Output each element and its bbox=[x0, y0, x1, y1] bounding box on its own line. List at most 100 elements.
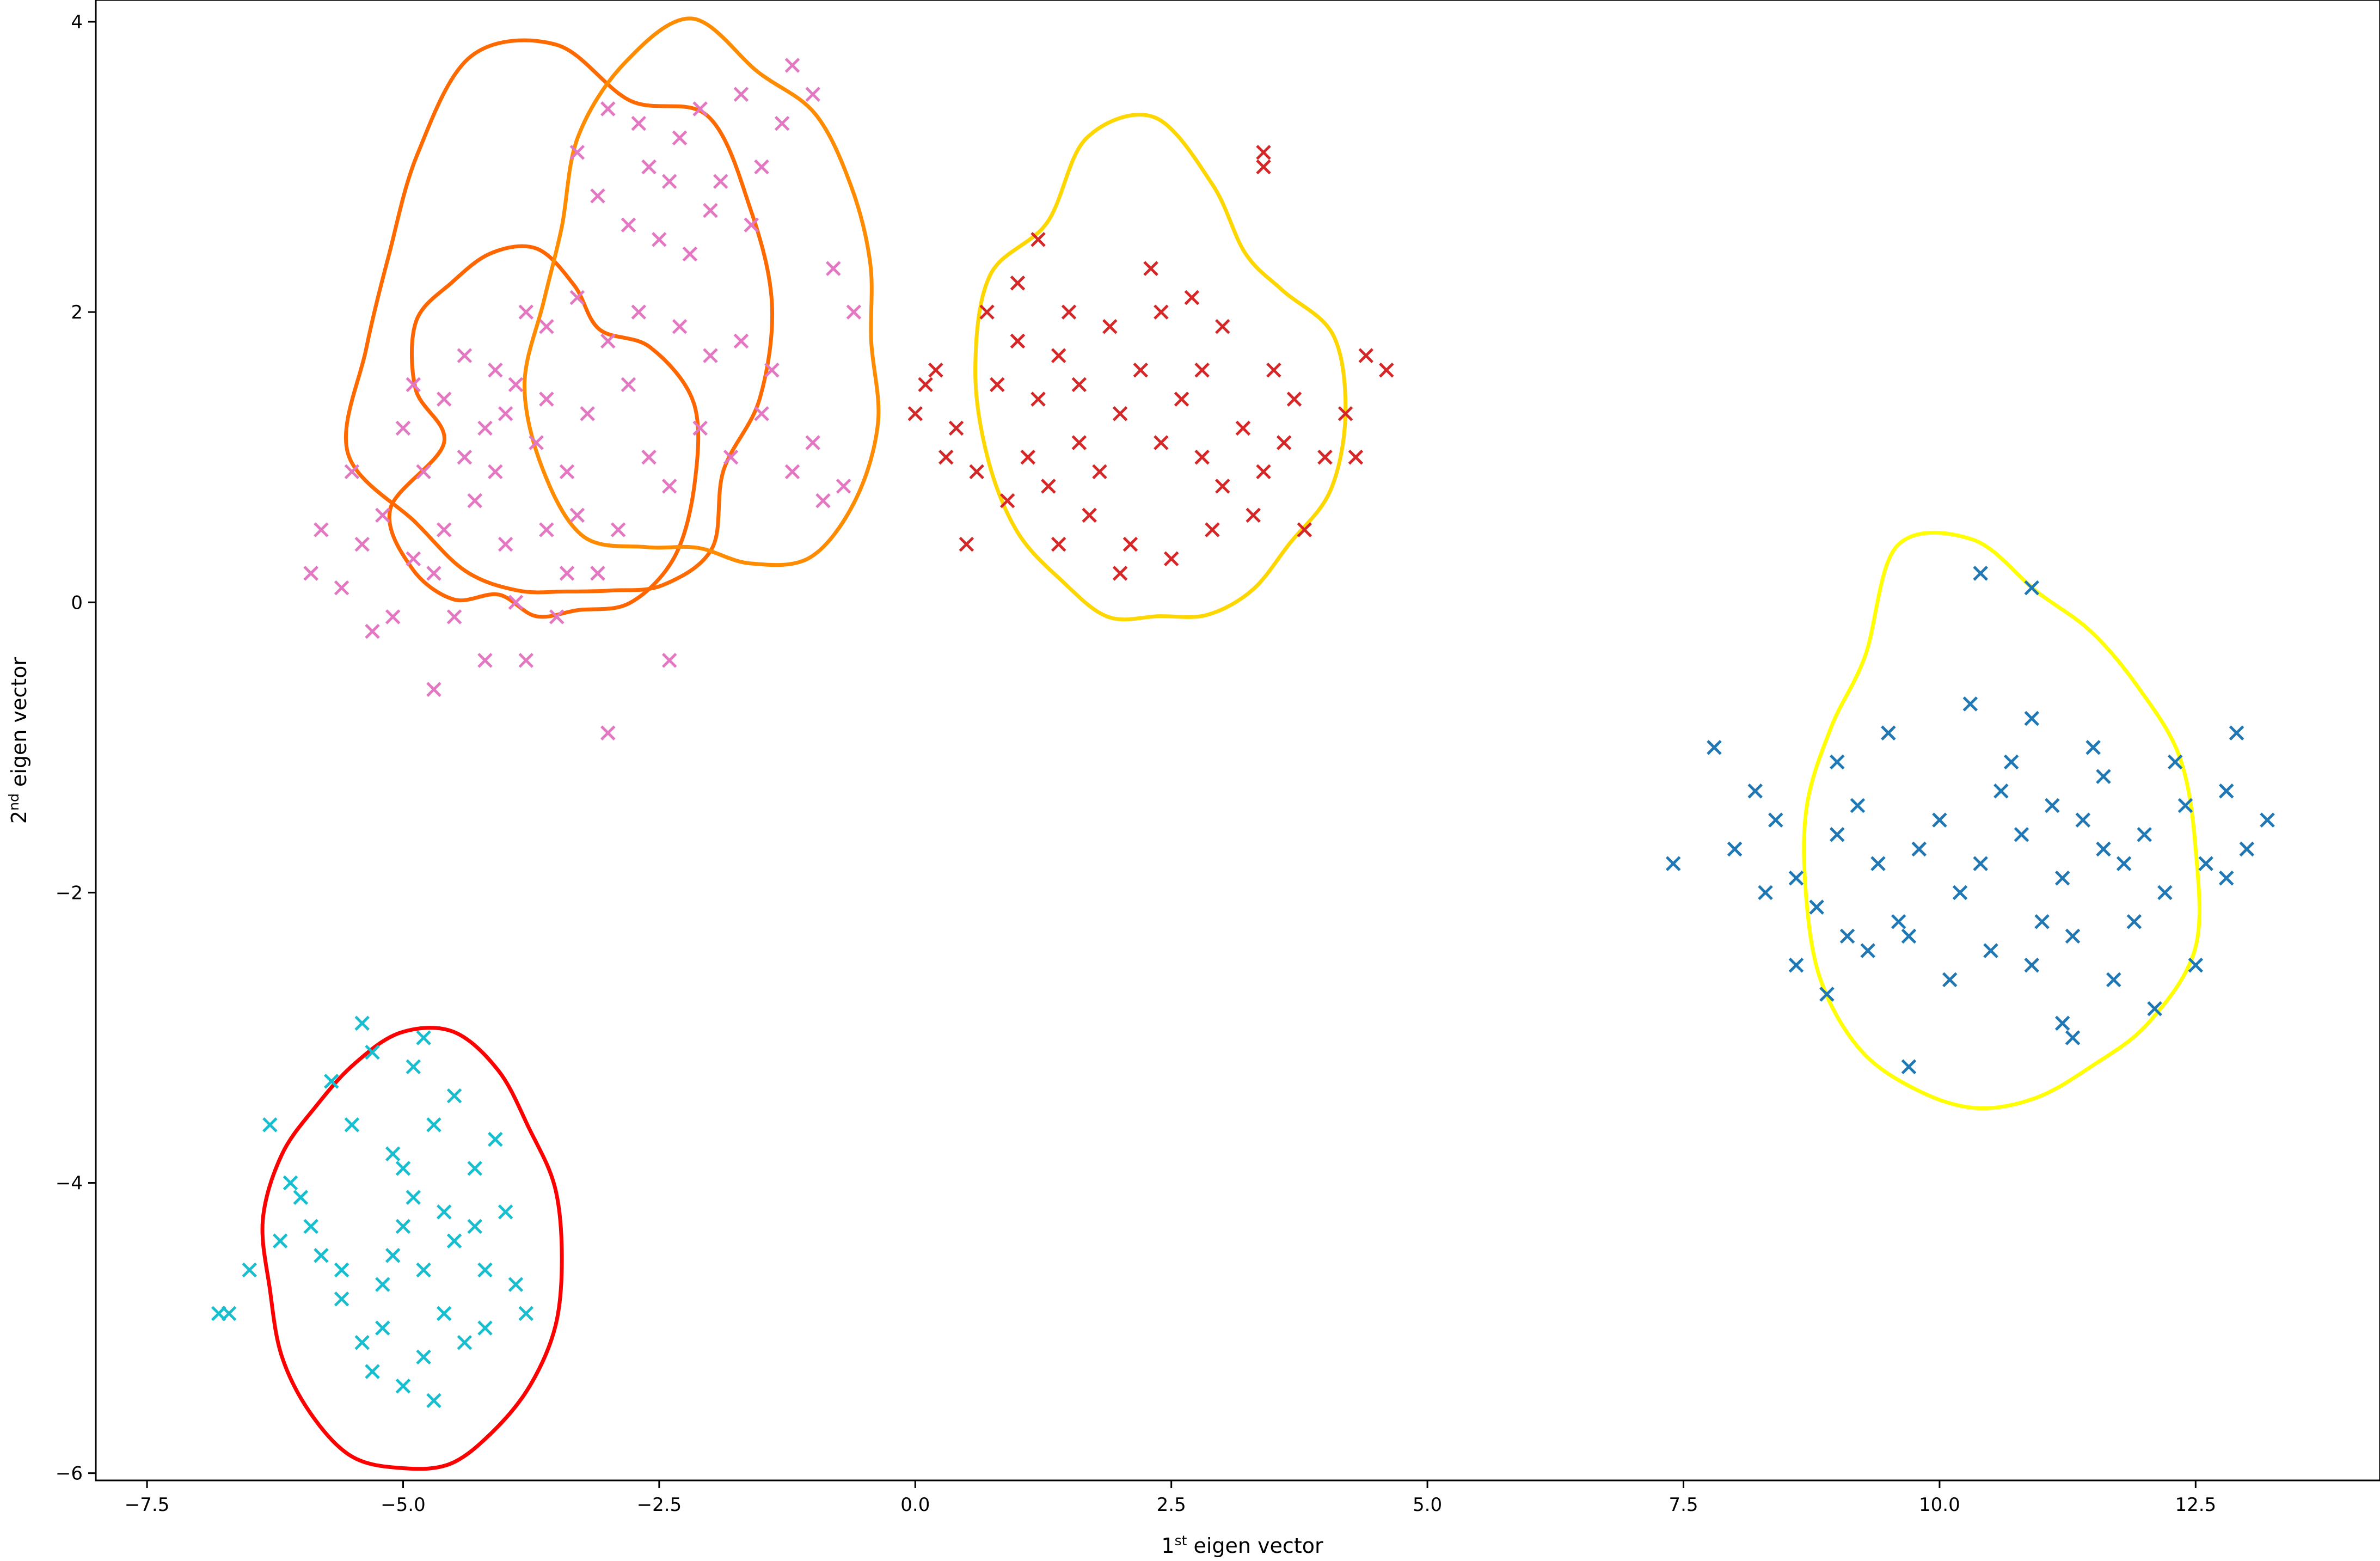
data-point-c1-17 bbox=[446, 609, 462, 625]
data-point-c1-33 bbox=[815, 493, 831, 509]
cluster-contour-2 bbox=[343, 38, 774, 595]
data-point-c1-70 bbox=[303, 566, 318, 581]
data-point-c4-14 bbox=[498, 1204, 513, 1220]
data-point-c4-12 bbox=[457, 1334, 473, 1350]
data-point-c3-56 bbox=[1758, 885, 1773, 901]
data-point-c2-52 bbox=[1194, 362, 1210, 378]
data-point-c2-29 bbox=[1122, 536, 1138, 552]
data-point-c3-38 bbox=[2106, 972, 2121, 988]
data-point-c3-54 bbox=[2126, 914, 2142, 929]
data-point-c1-79 bbox=[488, 362, 503, 378]
data-point-c1-59 bbox=[733, 87, 749, 102]
data-point-c2-47 bbox=[1112, 566, 1128, 581]
data-point-c1-55 bbox=[754, 159, 769, 175]
data-point-c3-55 bbox=[2218, 870, 2234, 886]
data-point-c3-28 bbox=[2239, 841, 2255, 857]
data-point-c4-28 bbox=[334, 1262, 349, 1278]
data-point-c1-52 bbox=[672, 130, 688, 146]
data-point-c3-16 bbox=[1993, 783, 2009, 799]
cluster-contour-4 bbox=[973, 113, 1348, 622]
data-point-c1-67 bbox=[457, 348, 473, 363]
data-point-c4-29 bbox=[365, 1364, 380, 1379]
data-point-c1-43 bbox=[518, 304, 534, 320]
data-point-c1-51 bbox=[641, 159, 657, 175]
data-point-c1-50 bbox=[569, 145, 585, 160]
data-point-c2-5 bbox=[990, 377, 1005, 393]
data-point-c3-32 bbox=[1860, 943, 1875, 958]
data-point-c2-39 bbox=[1266, 362, 1281, 378]
data-point-c4-38 bbox=[354, 1015, 370, 1031]
data-point-c1-18 bbox=[426, 566, 441, 581]
data-point-c1-4 bbox=[488, 464, 503, 480]
y-tick-label: 2 bbox=[71, 302, 83, 323]
data-point-c1-16 bbox=[365, 623, 380, 639]
data-point-c3-9 bbox=[1850, 798, 1866, 813]
data-point-c1-40 bbox=[600, 333, 616, 349]
data-point-c4-44 bbox=[436, 1204, 452, 1220]
data-point-c4-18 bbox=[385, 1146, 401, 1161]
data-point-c1-39 bbox=[631, 304, 647, 320]
data-point-c1-36 bbox=[733, 333, 749, 349]
data-point-c2-38 bbox=[1215, 319, 1230, 334]
data-point-c4-21 bbox=[365, 1044, 380, 1060]
data-point-c1-22 bbox=[590, 566, 605, 581]
data-point-c1-10 bbox=[395, 420, 411, 436]
data-point-c4-3 bbox=[272, 1233, 288, 1248]
data-point-c2-9 bbox=[1071, 435, 1087, 450]
data-point-c3-22 bbox=[2116, 856, 2132, 871]
data-point-c3-42 bbox=[1881, 725, 1896, 740]
cluster-contours bbox=[260, 16, 2201, 1471]
data-point-c2-13 bbox=[1154, 304, 1169, 320]
data-point-c2-23 bbox=[1358, 348, 1373, 363]
data-point-c2-8 bbox=[1051, 348, 1066, 363]
data-point-c4-43 bbox=[385, 1248, 401, 1263]
data-point-c2-17 bbox=[1235, 420, 1251, 436]
x-tick-label: 12.5 bbox=[2175, 1494, 2216, 1516]
data-point-c1-57 bbox=[805, 87, 820, 102]
data-point-c2-6 bbox=[1010, 333, 1026, 349]
data-point-c2-32 bbox=[1246, 507, 1261, 523]
data-point-c3-26 bbox=[2198, 856, 2213, 871]
data-point-c2-45 bbox=[1071, 377, 1087, 393]
data-point-c4-17 bbox=[426, 1117, 441, 1133]
data-point-c3-35 bbox=[1983, 943, 1998, 958]
data-point-c2-46 bbox=[1154, 435, 1169, 450]
data-point-c3-36 bbox=[2024, 957, 2040, 973]
data-point-c1-13 bbox=[354, 536, 370, 552]
data-point-c2-15 bbox=[1194, 449, 1210, 465]
data-point-c4-33 bbox=[375, 1320, 390, 1336]
data-point-c3-49 bbox=[2024, 580, 2040, 596]
data-point-c3-1 bbox=[1665, 856, 1681, 871]
data-point-c3-6 bbox=[1788, 870, 1804, 886]
data-point-c3-37 bbox=[2065, 928, 2081, 944]
data-point-c1-76 bbox=[508, 595, 524, 610]
data-point-c4-15 bbox=[508, 1277, 524, 1292]
data-point-c3-57 bbox=[1839, 928, 1855, 944]
data-point-c3-39 bbox=[2147, 1001, 2162, 1017]
data-point-c3-7 bbox=[1809, 899, 1824, 915]
data-point-c1-60 bbox=[692, 101, 708, 117]
data-point-c4-22 bbox=[406, 1059, 421, 1075]
data-point-c1-62 bbox=[600, 101, 616, 117]
data-point-c4-6 bbox=[334, 1291, 349, 1307]
x-tick-label: −7.5 bbox=[125, 1494, 170, 1516]
data-point-c1-20 bbox=[569, 507, 585, 523]
data-point-c3-53 bbox=[2003, 754, 2019, 770]
data-point-c2-49 bbox=[918, 377, 933, 393]
data-point-c4-27 bbox=[303, 1219, 318, 1234]
data-point-c1-73 bbox=[600, 725, 616, 740]
data-point-c4-9 bbox=[395, 1219, 411, 1234]
data-point-c1-3 bbox=[457, 449, 473, 465]
data-point-c1-78 bbox=[436, 522, 452, 537]
data-point-c4-40 bbox=[477, 1320, 493, 1336]
data-point-c4-10 bbox=[416, 1262, 431, 1278]
y-axis-label: 2nd eigen vector bbox=[6, 657, 31, 824]
data-point-c1-28 bbox=[661, 479, 677, 494]
data-point-c3-8 bbox=[1829, 827, 1845, 842]
data-point-c1-68 bbox=[406, 377, 421, 393]
data-point-c1-35 bbox=[764, 362, 780, 378]
x-axis-ticks: −7.5 −5.0 −2.5 0.0 2.5 5.0 7.5 10.0 12.5 bbox=[125, 1480, 2216, 1516]
data-point-c2-37 bbox=[1184, 290, 1200, 305]
data-point-c4-34 bbox=[446, 1233, 462, 1248]
